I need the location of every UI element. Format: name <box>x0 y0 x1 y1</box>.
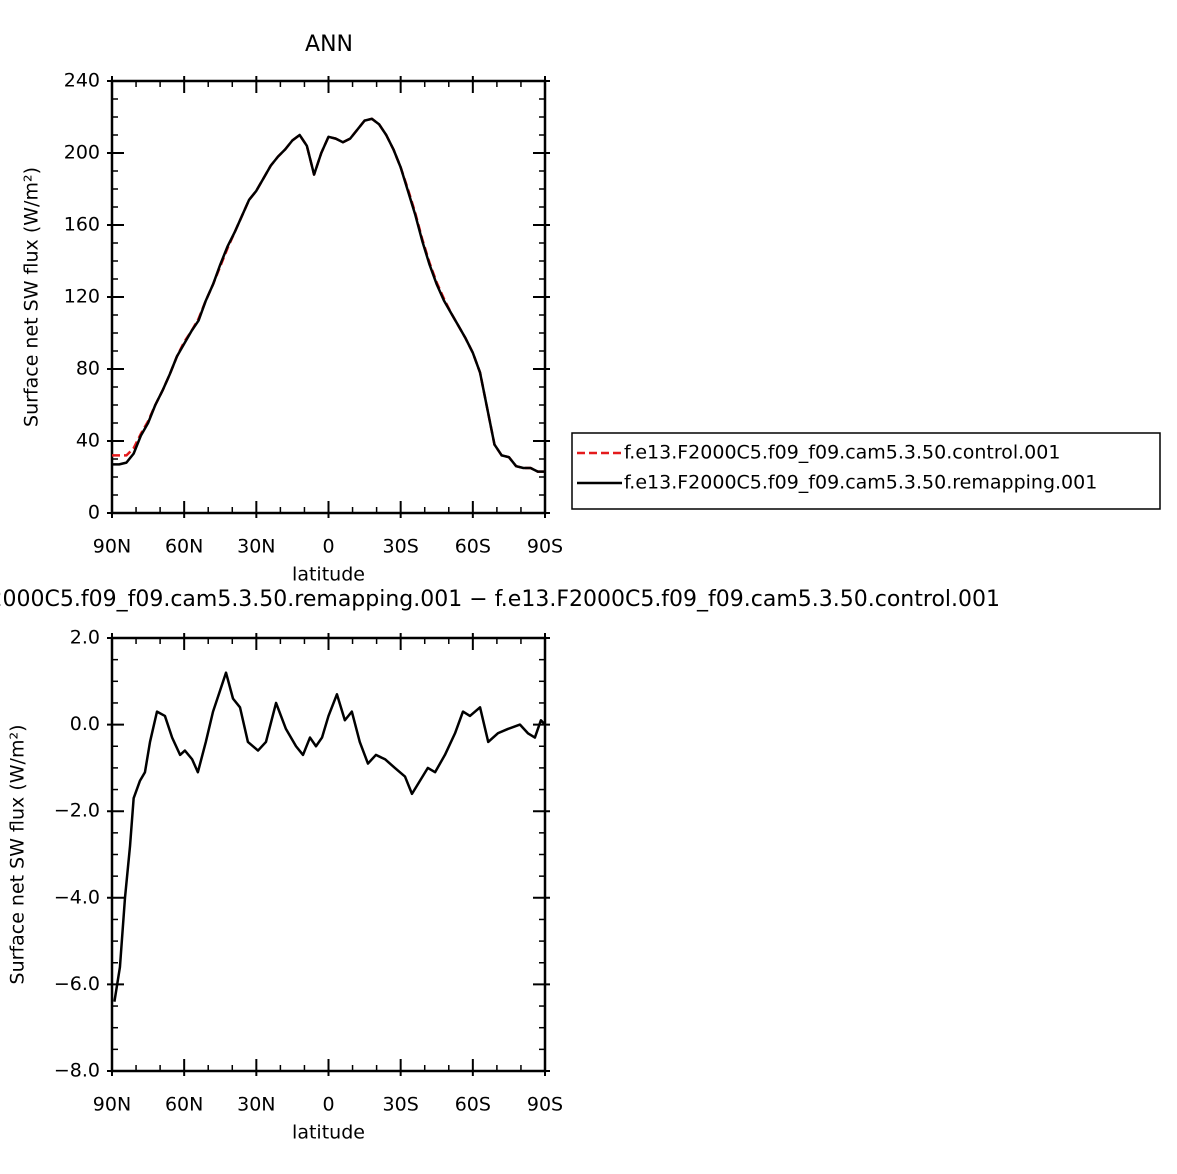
y-tick-label: 120 <box>64 286 100 308</box>
x-axis-label: latitude <box>292 1122 365 1144</box>
chart-title: f.e13.F2000C5.f09_f09.cam5.3.50.remappin… <box>0 587 1000 612</box>
data-line <box>112 117 545 473</box>
y-tick-label: 0.0 <box>70 713 100 735</box>
x-tick-label: 30N <box>237 536 275 558</box>
plot-frame <box>110 79 547 515</box>
y-tick-label: 0 <box>88 502 100 524</box>
plot-frame <box>110 636 547 1073</box>
legend-label: f.e13.F2000C5.f09_f09.cam5.3.50.control.… <box>624 442 1060 464</box>
x-tick-label: 30S <box>383 1094 419 1116</box>
x-tick-label: 90N <box>93 1094 131 1116</box>
y-axis-label: Surface net SW flux (W/m²) <box>21 167 43 427</box>
x-tick-label: 30N <box>237 1094 275 1116</box>
x-tick-label: 90N <box>93 536 131 558</box>
x-tick-label: 90S <box>527 536 563 558</box>
y-tick-label: 40 <box>76 430 100 452</box>
x-axis-label: latitude <box>292 564 365 586</box>
y-tick-label: −8.0 <box>54 1060 100 1082</box>
x-tick-label: 60N <box>165 536 203 558</box>
data-line <box>112 117 545 473</box>
y-tick-label: −4.0 <box>54 886 100 908</box>
x-tick-label: 0 <box>322 1094 334 1116</box>
x-tick-label: 60S <box>455 536 491 558</box>
data-line <box>113 671 546 1002</box>
x-tick-label: 60N <box>165 1094 203 1116</box>
x-tick-label: 30S <box>383 536 419 558</box>
y-axis-label: Surface net SW flux (W/m²) <box>7 725 29 985</box>
y-tick-label: 160 <box>64 214 100 236</box>
legend-box <box>571 432 1161 510</box>
y-tick-label: 240 <box>64 70 100 92</box>
y-tick-label: −2.0 <box>54 800 100 822</box>
legend-label: f.e13.F2000C5.f09_f09.cam5.3.50.remappin… <box>624 472 1097 494</box>
x-tick-label: 60S <box>455 1094 491 1116</box>
y-tick-label: 2.0 <box>70 627 100 649</box>
x-tick-label: 0 <box>322 536 334 558</box>
y-tick-label: −6.0 <box>54 973 100 995</box>
y-tick-label: 80 <box>76 358 100 380</box>
chart-title: ANN <box>305 32 353 57</box>
y-tick-label: 200 <box>64 142 100 164</box>
x-tick-label: 90S <box>527 1094 563 1116</box>
